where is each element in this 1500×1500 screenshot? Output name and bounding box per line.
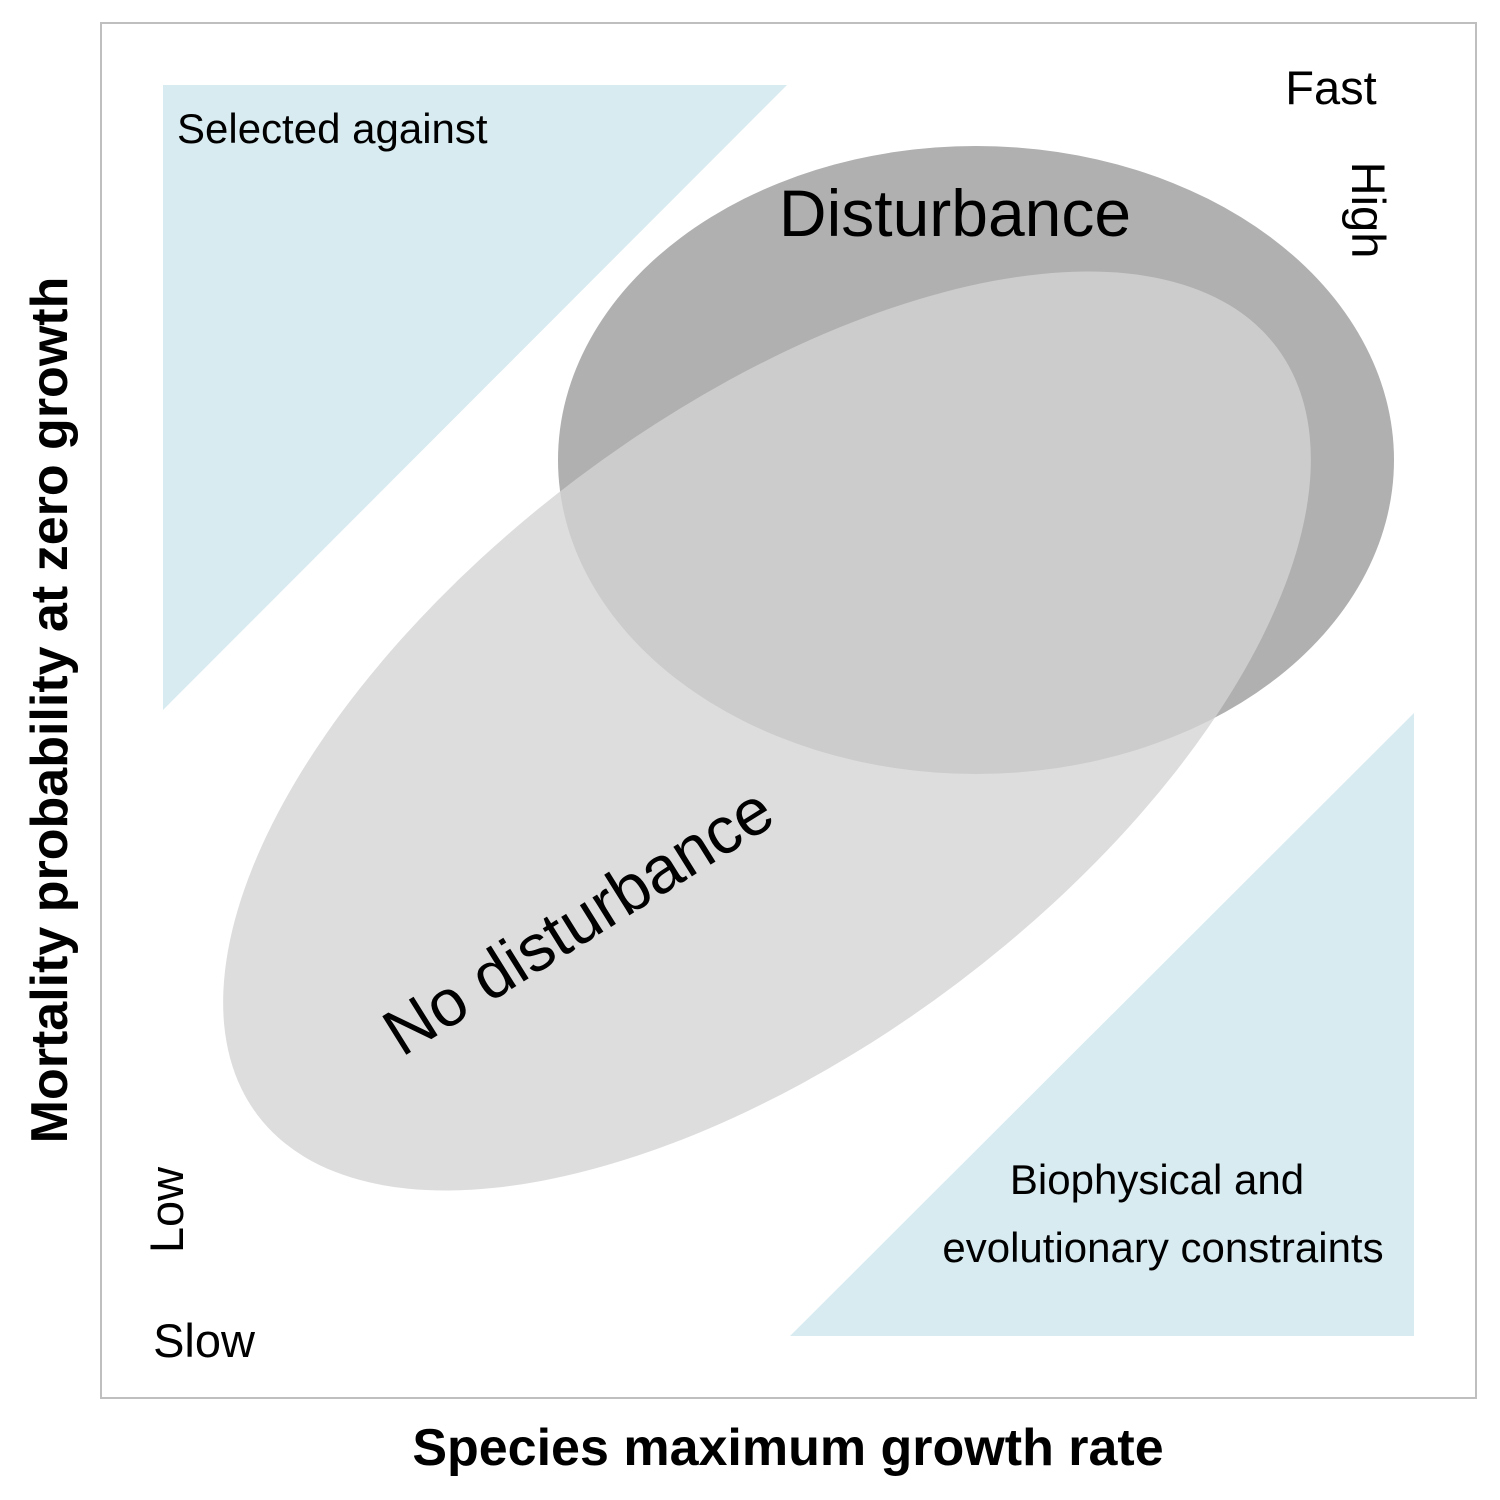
no-disturbance-region [223,271,1311,1191]
y-low-label: Low [140,1166,193,1253]
disturbance-label: Disturbance [779,176,1131,250]
x-axis-title: Species maximum growth rate [412,1419,1163,1477]
x-high-label: Fast [1285,61,1376,114]
selected-against-zone [163,85,787,710]
y-axis-title: Mortality probability at zero growth [21,277,79,1144]
constraints-label-line1: Biophysical and [1010,1156,1304,1203]
y-high-label: High [1342,162,1395,259]
x-low-label: Slow [153,1314,256,1367]
constraints-label-line2: evolutionary constraints [942,1224,1383,1271]
selected-against-label: Selected against [177,105,488,152]
constraints-zone [790,713,1414,1336]
